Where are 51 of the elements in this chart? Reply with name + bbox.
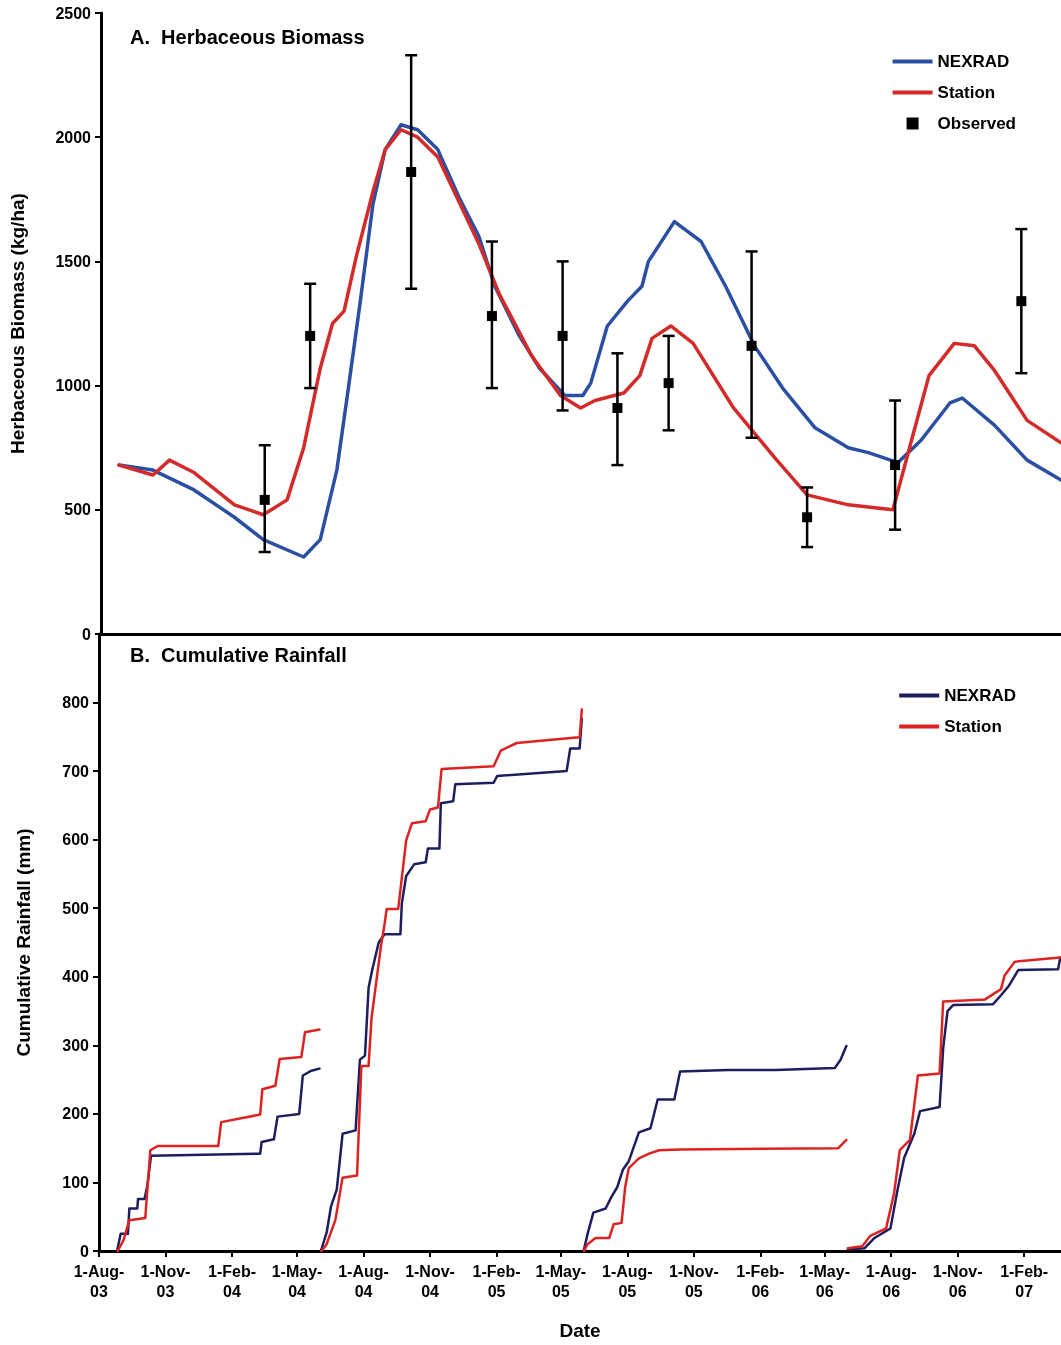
x-tick-label: 1-Aug-04	[338, 1262, 389, 1300]
y-tick-label: 2500	[55, 4, 92, 22]
x-tick-label: 1-Feb-04	[207, 1262, 256, 1300]
y-tick-label: 0	[80, 1242, 90, 1260]
y-tick-label: 200	[62, 1105, 90, 1123]
legend-label: Station	[944, 717, 1002, 736]
x-tick-label: 1-Aug-03	[73, 1262, 125, 1300]
legend-label: Station	[937, 83, 996, 102]
legend-label: NEXRAD	[937, 52, 1010, 71]
y-tick-label: 500	[62, 899, 90, 917]
x-tick-label: 1-May-04	[271, 1262, 323, 1300]
x-tick-label: 1-Feb-06	[736, 1262, 785, 1300]
x-tick-label: 1-Feb-07	[1000, 1262, 1049, 1300]
y-tick-label: 2000	[55, 128, 92, 146]
y-tick-label: 300	[62, 1036, 90, 1054]
x-tick-label: 1-May-06	[799, 1262, 850, 1300]
point	[1016, 296, 1027, 307]
point	[890, 460, 901, 471]
point	[486, 311, 497, 322]
y-tick-label: 400	[62, 968, 90, 986]
point	[557, 330, 568, 341]
y-tick-label: 700	[62, 762, 90, 780]
point	[746, 340, 757, 351]
y-tick-label: 600	[62, 831, 90, 849]
y-tick-label: 100	[62, 1173, 90, 1191]
point	[259, 494, 270, 505]
point	[802, 512, 813, 523]
x-tick-label: 1-Nov-03	[140, 1262, 191, 1300]
y-axis-title: Cumulative Rainfall (mm)	[13, 828, 34, 1057]
x-tick-label: 1-Nov-04	[405, 1262, 455, 1300]
y-axis-title: Herbaceous Biomass (kg/ha)	[7, 193, 28, 454]
y-tick-label: 800	[62, 694, 90, 712]
x-tick-label: 1-Aug-05	[602, 1262, 653, 1300]
legend-label: NEXRAD	[944, 686, 1017, 705]
point	[305, 330, 316, 341]
point	[663, 378, 674, 389]
text: B. Cumulative Rainfall	[130, 644, 347, 666]
y-tick-label: 1500	[55, 252, 92, 270]
text: A. Herbaceous Biomass	[130, 26, 365, 48]
y-tick-label: 0	[82, 625, 92, 643]
y-tick-label: 1000	[55, 377, 92, 395]
x-tick-label: 1-Aug-06	[865, 1262, 917, 1300]
y-tick-label: 500	[64, 501, 92, 519]
x-axis-title: Date	[559, 1320, 601, 1341]
x-tick-label: 1-Nov-05	[668, 1262, 719, 1300]
x-tick-label: 1-May-05	[535, 1262, 587, 1300]
point	[612, 402, 623, 413]
point	[406, 166, 417, 177]
x-tick-label: 1-Feb-05	[472, 1262, 521, 1300]
x-tick-label: 1-Nov-06	[932, 1262, 983, 1300]
legend-label: Observed	[937, 114, 1017, 133]
